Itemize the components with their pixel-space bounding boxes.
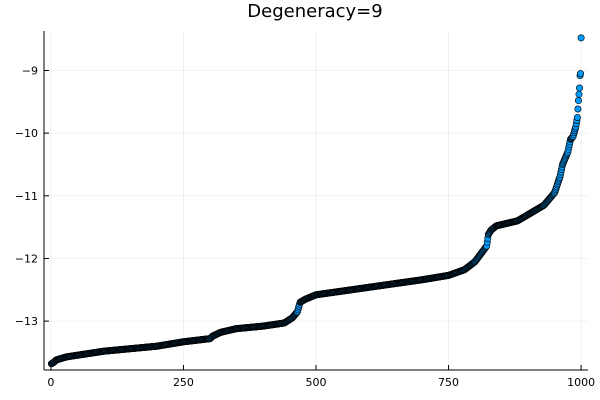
chart-title: Degeneracy=9 xyxy=(247,1,382,22)
x-tick-label-0: 0 xyxy=(47,376,54,389)
x-tick-label-2: 500 xyxy=(306,376,327,389)
data-point xyxy=(574,97,582,105)
y-tick-label-0: −9 xyxy=(22,64,38,77)
axes: 0 250 500 750 1000 −9 −10 −11 −12 −13 xyxy=(15,31,595,389)
data-point xyxy=(573,113,581,121)
y-tick-label-4: −13 xyxy=(15,315,38,328)
grid xyxy=(44,31,588,370)
y-tick-label-3: −12 xyxy=(15,252,38,265)
data-point xyxy=(577,70,585,78)
y-tick-label-1: −10 xyxy=(15,127,38,140)
x-tick-label-1: 250 xyxy=(173,376,194,389)
x-tick-label-4: 1000 xyxy=(567,376,595,389)
y-tick-label-2: −11 xyxy=(15,190,38,203)
x-tick-label-3: 750 xyxy=(438,376,459,389)
data-point xyxy=(575,90,583,98)
data-point xyxy=(576,84,584,92)
data-point xyxy=(574,105,582,113)
data-point xyxy=(577,34,585,42)
data-points xyxy=(47,34,585,368)
